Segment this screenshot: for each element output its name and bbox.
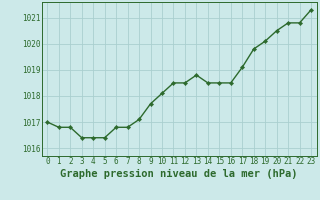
X-axis label: Graphe pression niveau de la mer (hPa): Graphe pression niveau de la mer (hPa) bbox=[60, 169, 298, 179]
